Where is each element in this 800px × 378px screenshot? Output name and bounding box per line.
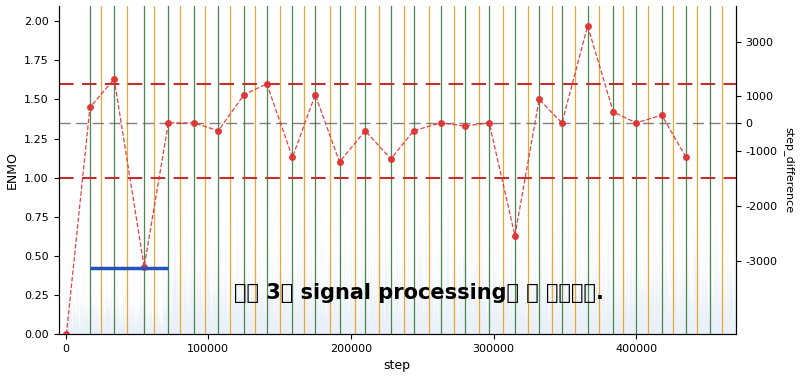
- Text: 초반 3일 signal processing은 잘 안되었음.: 초반 3일 signal processing은 잘 안되었음.: [234, 283, 604, 303]
- X-axis label: step: step: [384, 359, 410, 372]
- Y-axis label: ENMO: ENMO: [6, 151, 18, 189]
- Y-axis label: step_difference: step_difference: [783, 127, 794, 213]
